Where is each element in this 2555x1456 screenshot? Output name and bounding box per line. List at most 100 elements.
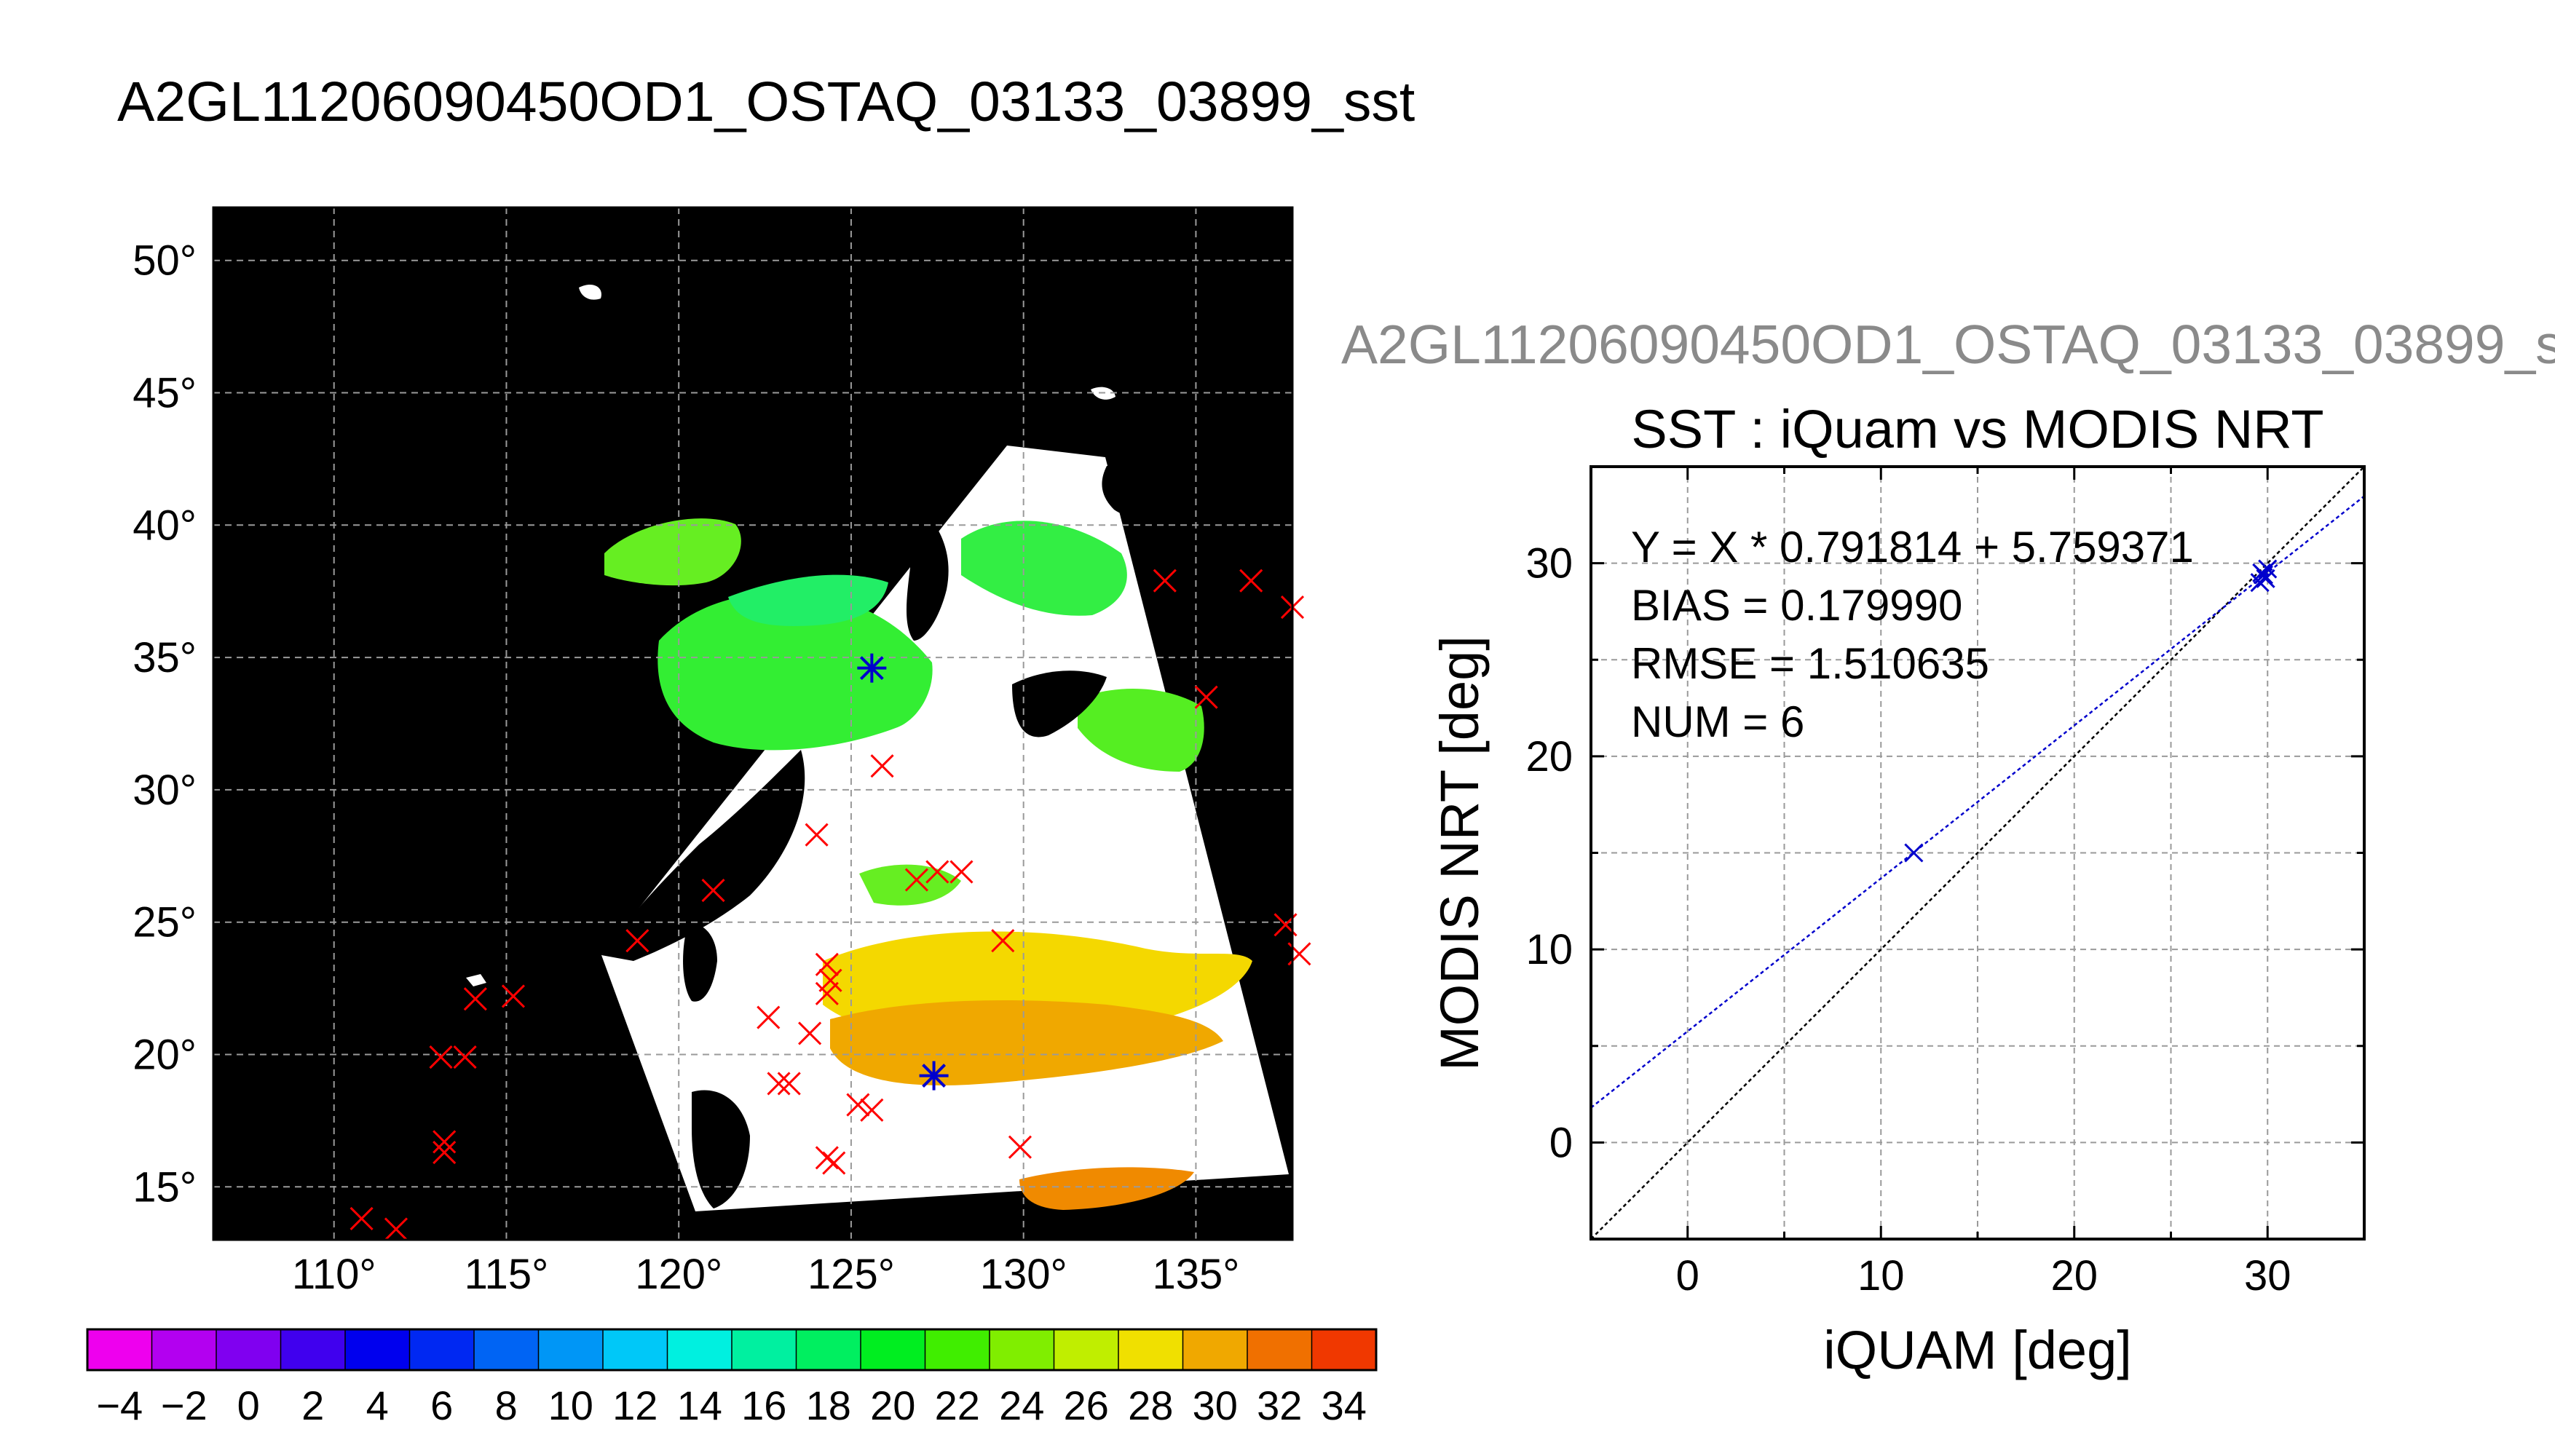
colorbar-tick-label: 14 [677,1382,722,1428]
map-lon-tick-label: 130° [980,1251,1067,1298]
colorbar-cell [474,1329,539,1370]
colorbar-cell [538,1329,603,1370]
matchup-marker [701,879,725,903]
colorbar-tick-label: 0 [237,1382,260,1428]
matchup-marker [767,1072,791,1096]
map-lat-tick-label: 20° [133,1031,197,1078]
matchup-marker [949,860,974,884]
colorbar-tick-label: 4 [366,1382,389,1428]
matchup-markers [350,569,1311,1241]
colorbar-tick-label: 20 [870,1382,915,1428]
scatter-y-tick-label: 30 [1525,540,1573,587]
island-patch [579,284,601,300]
colorbar-tick-label: 22 [935,1382,980,1428]
colorbar-cell [87,1329,152,1370]
colorbar-tick-label: 30 [1193,1382,1238,1428]
colorbar-cell [990,1329,1054,1370]
one-to-one-line [1591,467,2364,1239]
colorbar-frame [86,1328,1378,1372]
colorbar-cell [216,1329,281,1370]
matchup-marker [384,1217,408,1241]
scatter-x-tick-label: 10 [1857,1252,1905,1299]
stats-bias: BIAS = 0.179990 [1631,581,1962,630]
scatter-lines [1591,467,2364,1239]
map-latitude-labels: 15° 20° 25° 30° 35° 40° 45° 50° [133,237,197,1211]
colorbar-tick-label: 2 [301,1382,324,1428]
scatter-title: SST : iQuam vs MODIS NRT [1631,399,2323,459]
scatter-y-tick-labels: 0 10 20 30 [1525,540,1573,1167]
matchup-marker [1194,685,1218,709]
map-lat-tick-label: 30° [133,767,197,814]
map-grid [213,207,1292,1240]
matchup-marker [860,1098,884,1122]
colorbar-cell [667,1329,732,1370]
selected-matchup-marker [919,1061,949,1091]
scatter-tick-marks [1590,465,2366,1241]
stats-fit-equation: Y = X * 0.791814 + 5.759371 [1631,523,2194,571]
colorbar-tick-label: 32 [1257,1382,1302,1428]
scatter-grid [1591,467,2364,1239]
colorbar-cell [345,1329,410,1370]
scatter-point [2252,563,2272,582]
sst-map: 110° 115° 120° 125° 130° 135° 15° 20° 25° 30° 35°… [133,206,1311,1298]
colorbar-cell [925,1329,990,1370]
matchup-marker [777,1072,801,1096]
matchup-marker [822,1151,846,1175]
island-patch [466,974,486,986]
colorbar-cell [151,1329,216,1370]
colorbar-cell [280,1329,345,1370]
colorbar-tick-label: 24 [999,1382,1044,1428]
colorbar-tick-label: 26 [1064,1382,1109,1428]
regression-fit-line [1591,495,2364,1109]
sst-colorbar: −4 −2 0 2 4 6 8 10 12 14 16 18 20 22 24 26 28 30 32 34 [86,1328,1378,1428]
scatter-plot: SST : iQuam vs MODIS NRT 0 10 20 30 0 10 20 30… [1429,399,2366,1380]
map-frame [212,206,1294,1241]
matchup-marker [463,987,487,1011]
map-lon-tick-label: 135° [1152,1251,1239,1298]
scatter-y-tick-label: 0 [1549,1119,1573,1166]
scatter-line-group [1591,467,2364,1239]
map-longitude-labels: 110° 115° 120° 125° 130° 135° [292,1251,1240,1298]
map-lat-tick-label: 45° [133,370,197,417]
colorbar-cell [1182,1329,1247,1370]
scatter-x-tick-label: 30 [2244,1252,2291,1299]
colorbar-tick-label: 34 [1322,1382,1367,1428]
colorbar-tick-label: 10 [548,1382,593,1428]
matchup-marker [757,1005,781,1029]
matchup-marker [815,952,839,976]
matchup-marker [798,1021,822,1045]
map-lon-tick-label: 125° [807,1251,895,1298]
colorbar-cell [1118,1329,1183,1370]
colorbar-cell [732,1329,797,1370]
colorbar-cells [87,1329,1377,1370]
colorbar-tick-label: 12 [612,1382,657,1428]
colorbar-cell [603,1329,668,1370]
colorbar-cell [1247,1329,1312,1370]
matchup-marker [453,1045,477,1069]
colorbar-cell [409,1329,474,1370]
scatter-y-tick-label: 20 [1525,733,1573,780]
matchup-marker [904,868,928,892]
map-lon-tick-label: 115° [465,1251,549,1298]
matchup-marker [625,929,649,953]
matchup-marker [815,981,839,1005]
scatter-y-tick-label: 10 [1525,926,1573,973]
matchup-marker [815,1146,839,1170]
map-lat-tick-label: 15° [133,1163,197,1211]
colorbar-cell [1054,1329,1118,1370]
colorbar-tick-label: −4 [96,1382,143,1428]
scatter-point [2258,559,2278,579]
colorbar-cell [796,1329,861,1370]
colorbar-tick-label: 6 [430,1382,453,1428]
matchup-marker [805,823,829,847]
matchup-marker [433,1140,457,1165]
matchup-marker [1239,569,1263,593]
scatter-x-tick-label: 0 [1676,1252,1699,1299]
scatter-point [1904,843,1924,863]
scatter-file-title: A2GL11206090450OD1_OSTAQ_03133_03899_s [1341,314,2555,375]
colorbar-cell [1311,1329,1376,1370]
colorbar-labels: −4 −2 0 2 4 6 8 10 12 14 16 18 20 22 24 26 28 30 32 34 [96,1382,1367,1428]
map-lon-tick-label: 120° [635,1251,722,1298]
map-title: A2GL11206090450OD1_OSTAQ_03133_03899_sst [117,71,1415,133]
